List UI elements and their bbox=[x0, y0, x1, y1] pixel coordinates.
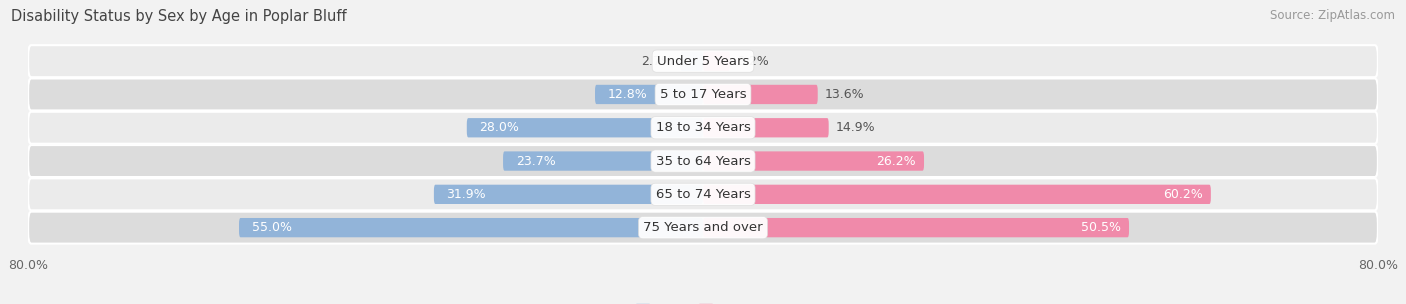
Text: 14.9%: 14.9% bbox=[835, 121, 875, 134]
FancyBboxPatch shape bbox=[703, 185, 1211, 204]
Text: 65 to 74 Years: 65 to 74 Years bbox=[655, 188, 751, 201]
FancyBboxPatch shape bbox=[28, 212, 1378, 244]
FancyBboxPatch shape bbox=[434, 185, 703, 204]
Text: 3.2%: 3.2% bbox=[737, 55, 769, 68]
Text: 55.0%: 55.0% bbox=[252, 221, 291, 234]
FancyBboxPatch shape bbox=[467, 118, 703, 137]
FancyBboxPatch shape bbox=[28, 45, 1378, 77]
Text: 12.8%: 12.8% bbox=[607, 88, 647, 101]
FancyBboxPatch shape bbox=[595, 85, 703, 104]
Text: 2.7%: 2.7% bbox=[641, 55, 673, 68]
FancyBboxPatch shape bbox=[503, 151, 703, 171]
FancyBboxPatch shape bbox=[681, 51, 703, 71]
Text: Disability Status by Sex by Age in Poplar Bluff: Disability Status by Sex by Age in Popla… bbox=[11, 9, 347, 24]
Text: 50.5%: 50.5% bbox=[1081, 221, 1121, 234]
Text: 31.9%: 31.9% bbox=[447, 188, 486, 201]
Text: 13.6%: 13.6% bbox=[824, 88, 865, 101]
Legend: Male, Female: Male, Female bbox=[630, 299, 776, 304]
Text: 26.2%: 26.2% bbox=[876, 154, 915, 168]
FancyBboxPatch shape bbox=[28, 112, 1378, 144]
Text: Under 5 Years: Under 5 Years bbox=[657, 55, 749, 68]
Text: 23.7%: 23.7% bbox=[516, 154, 555, 168]
FancyBboxPatch shape bbox=[28, 78, 1378, 110]
FancyBboxPatch shape bbox=[28, 145, 1378, 177]
FancyBboxPatch shape bbox=[703, 118, 828, 137]
Text: 35 to 64 Years: 35 to 64 Years bbox=[655, 154, 751, 168]
FancyBboxPatch shape bbox=[703, 51, 730, 71]
Text: 28.0%: 28.0% bbox=[479, 121, 519, 134]
Text: 5 to 17 Years: 5 to 17 Years bbox=[659, 88, 747, 101]
FancyBboxPatch shape bbox=[239, 218, 703, 237]
Text: 75 Years and over: 75 Years and over bbox=[643, 221, 763, 234]
FancyBboxPatch shape bbox=[703, 85, 818, 104]
Text: 18 to 34 Years: 18 to 34 Years bbox=[655, 121, 751, 134]
FancyBboxPatch shape bbox=[28, 178, 1378, 210]
FancyBboxPatch shape bbox=[703, 151, 924, 171]
Text: 60.2%: 60.2% bbox=[1163, 188, 1202, 201]
FancyBboxPatch shape bbox=[703, 218, 1129, 237]
Text: Source: ZipAtlas.com: Source: ZipAtlas.com bbox=[1270, 9, 1395, 22]
